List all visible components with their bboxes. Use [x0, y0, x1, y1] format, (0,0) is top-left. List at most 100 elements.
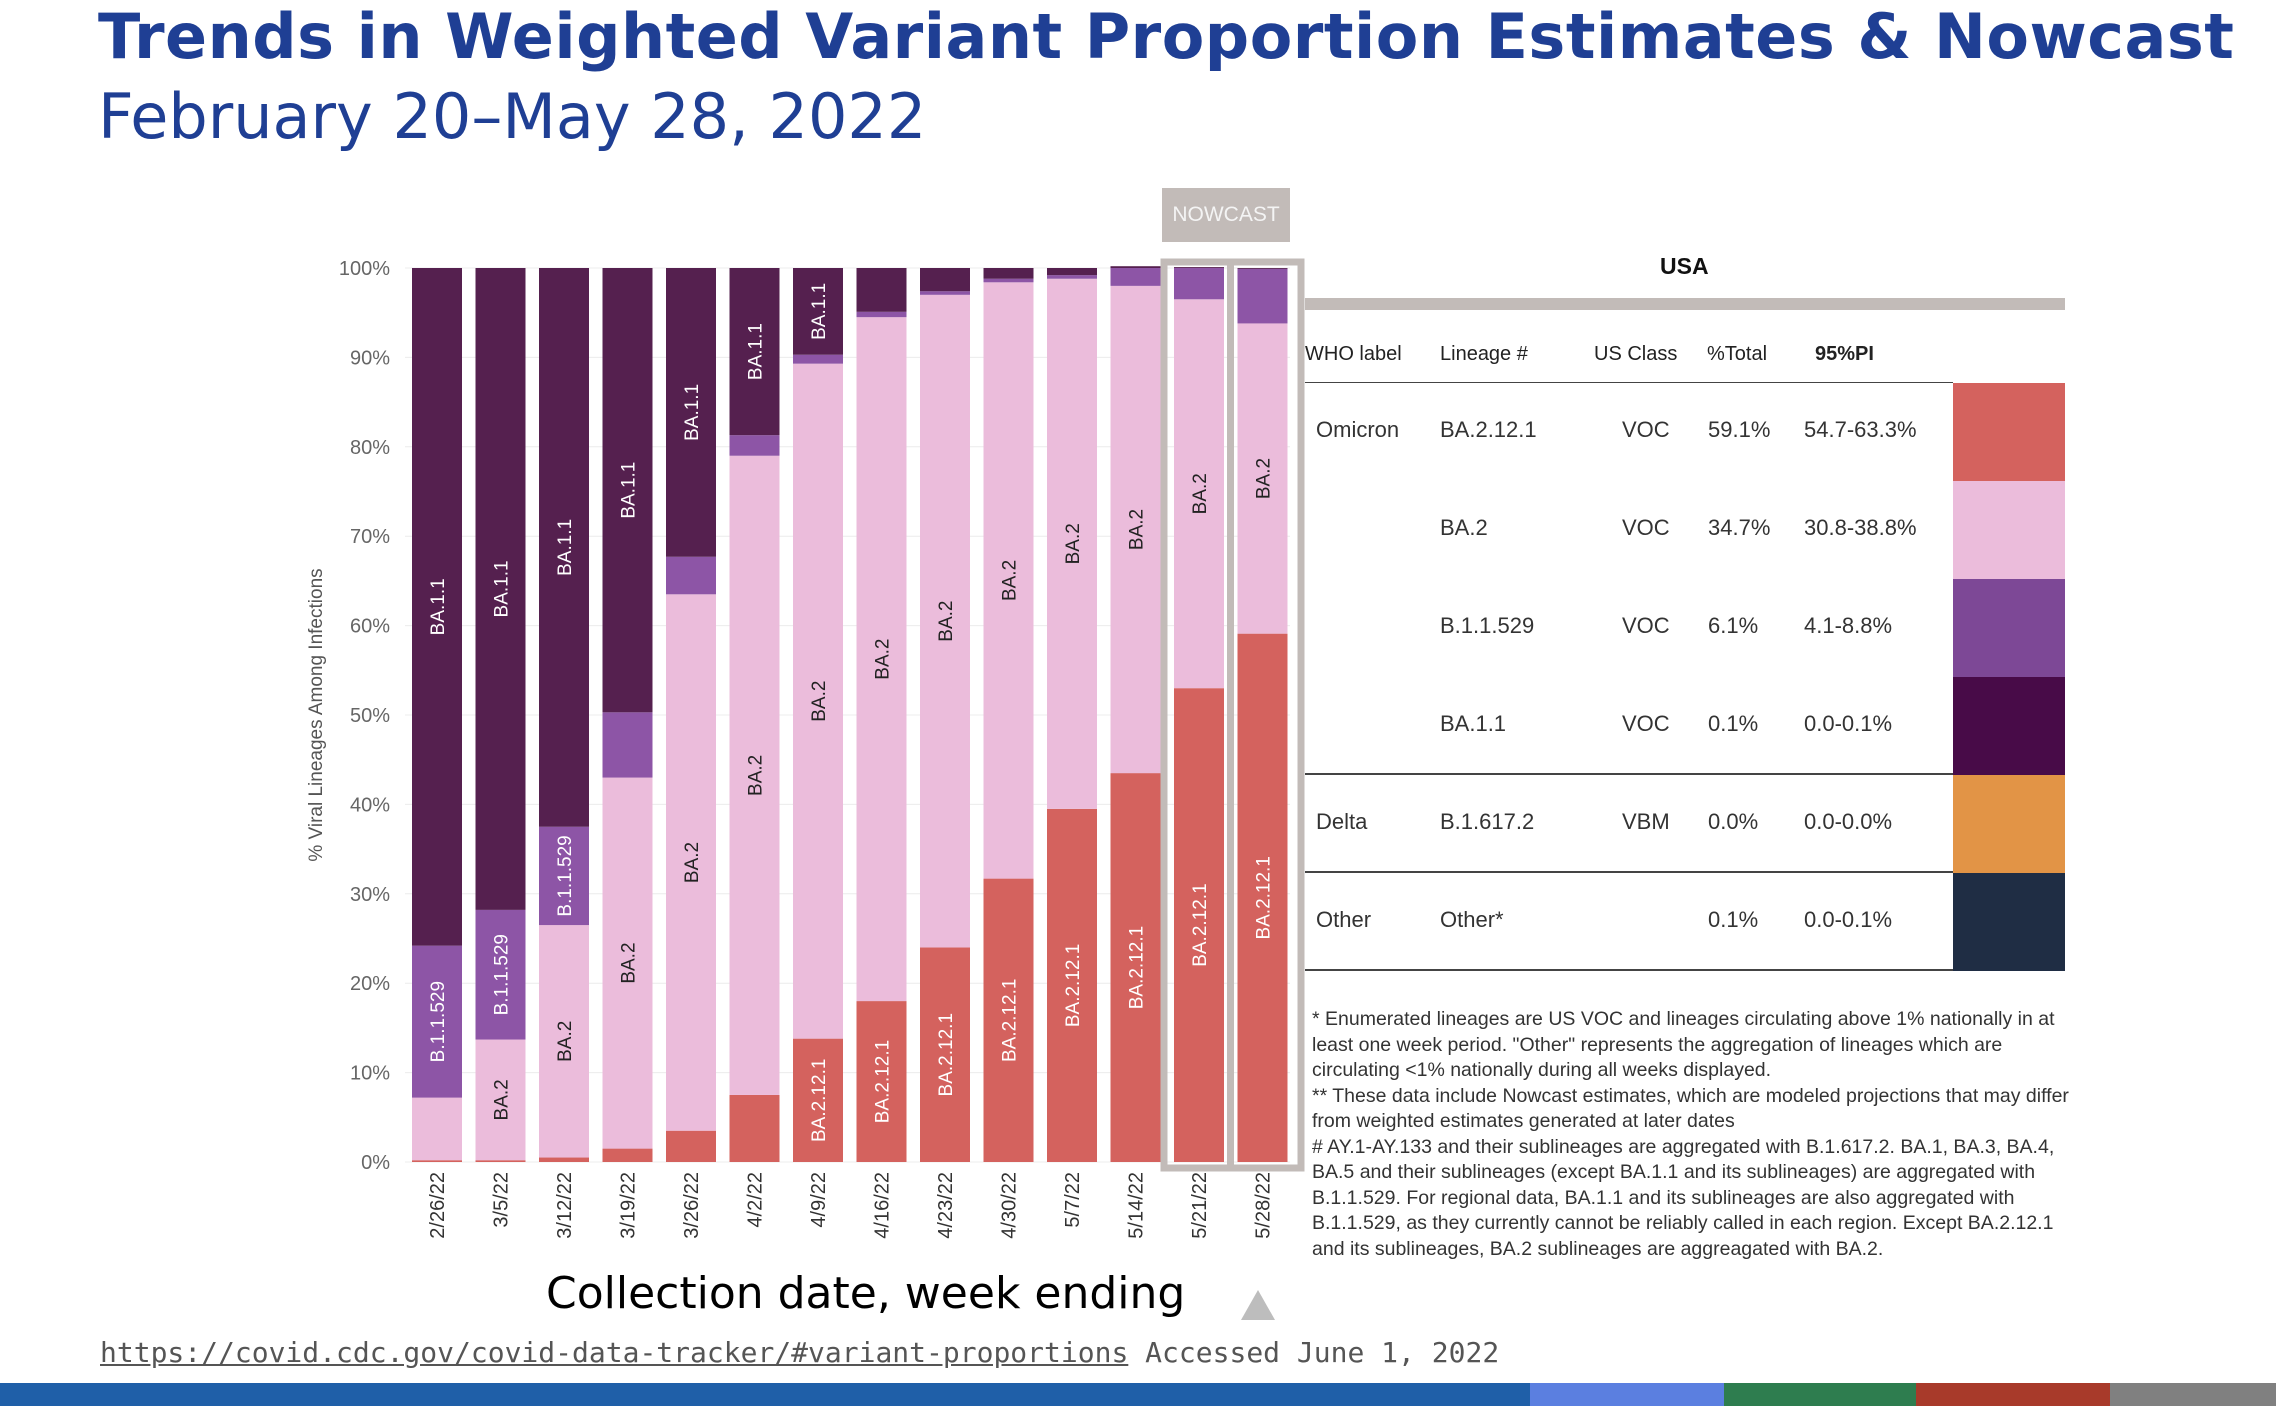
bar-segment [602, 712, 653, 778]
bar-segment [793, 268, 843, 355]
legend-swatch [1953, 677, 2065, 775]
x-tick-label: 3/19/22 [618, 1172, 640, 1239]
header-95pi: 95%PI [1815, 343, 1874, 365]
legend-swatch [1953, 481, 2065, 579]
bar-segment [602, 777, 653, 1149]
bar-segment [1110, 773, 1161, 1162]
bar-segment [1237, 323, 1288, 634]
segment-label: BA.2 [873, 639, 894, 680]
bar-segment [1174, 268, 1224, 300]
bar-segment [729, 268, 780, 436]
footnotes: * Enumerated lineages are US VOC and lin… [1312, 1007, 2072, 1262]
row-lineage: BA.2 [1440, 515, 1488, 540]
bar-segment [666, 556, 716, 595]
source-link[interactable]: https://covid.cdc.gov/covid-data-tracker… [100, 1336, 1129, 1369]
y-tick-label: 20% [350, 973, 390, 995]
x-tick-label: 4/16/22 [872, 1172, 894, 1239]
y-tick-label: 10% [350, 1063, 390, 1085]
segment-label: BA.2 [936, 601, 957, 642]
table-header-rule [1305, 382, 1953, 383]
segment-label: BA.1.1 [619, 462, 640, 519]
x-tick-label: 5/7/22 [1062, 1172, 1084, 1228]
row-95pi: 4.1-8.8% [1804, 613, 1893, 638]
segment-label: BA.2 [809, 681, 830, 722]
bar-segment [666, 268, 716, 557]
row-total: 0.0% [1708, 809, 1759, 834]
segment-label: BA.2.12.1 [1190, 883, 1211, 966]
segment-label: BA.2 [746, 755, 767, 796]
segment-label: BA.2 [1127, 509, 1148, 550]
bar-segment [412, 945, 462, 1098]
row-lineage: B.1.617.2 [1440, 809, 1535, 834]
segment-label: BA.2.12.1 [1063, 944, 1084, 1027]
bar-segment [856, 268, 907, 312]
bar-segment [1237, 268, 1288, 269]
y-tick-label: 100% [339, 258, 390, 280]
x-axis-title: Collection date, week ending [546, 1268, 1186, 1319]
row-95pi: 30.8-38.8% [1804, 515, 1917, 540]
y-tick-label: 30% [350, 884, 390, 906]
row-95pi: 0.0-0.0% [1804, 809, 1893, 834]
x-tick-label: 5/14/22 [1126, 1172, 1148, 1239]
segment-label: BA.2.12.1 [936, 1013, 957, 1096]
bar-segment [539, 925, 589, 1158]
bar-segment [1047, 268, 1097, 276]
segment-label: BA.2.12.1 [873, 1040, 894, 1123]
y-tick-label: 0% [361, 1152, 390, 1174]
y-axis-label: % Viral Lineages Among Infections [306, 568, 327, 861]
bar-segment [920, 268, 970, 292]
bar-segment [412, 1097, 462, 1161]
segment-label: BA.1.1 [492, 560, 513, 617]
segment-label: BA.2 [1063, 523, 1084, 564]
row-us-class: VOC [1622, 711, 1670, 736]
bar-segment [1110, 268, 1161, 286]
segment-label: B.1.1.529 [555, 835, 576, 916]
bar-segment [1174, 267, 1224, 268]
bar-segment [475, 909, 526, 1040]
bar-segment [1047, 278, 1097, 809]
x-tick-label: 4/30/22 [999, 1172, 1021, 1239]
source-line: https://covid.cdc.gov/covid-data-tracker… [100, 1336, 1499, 1369]
bottom-bar-segment [0, 1383, 1530, 1406]
segment-label: BA.1.1 [555, 519, 576, 576]
row-total: 0.1% [1708, 711, 1759, 736]
header-lineage: Lineage # [1440, 343, 1528, 365]
bar-segment [539, 826, 589, 926]
row-us-class: VBM [1622, 809, 1670, 834]
y-tick-label: 40% [350, 794, 390, 816]
segment-label: BA.2 [492, 1079, 513, 1120]
bar-segment [1047, 808, 1097, 1162]
row-total: 59.1% [1708, 417, 1771, 442]
row-95pi: 54.7-63.3% [1804, 417, 1917, 442]
bottom-bar-segment [1724, 1383, 1916, 1406]
bar-segment [856, 317, 907, 1002]
bar-segment [729, 1094, 780, 1162]
bar-segment [412, 268, 462, 946]
table-divider-delta [1305, 773, 1953, 775]
row-95pi: 0.0-0.1% [1804, 907, 1893, 932]
bar-segment [920, 294, 970, 948]
y-tick-label: 90% [350, 347, 390, 369]
segment-label: BA.1.1 [428, 578, 449, 635]
bar-segment [920, 291, 970, 295]
segment-label: BA.2.12.1 [1254, 856, 1275, 939]
footnote-hash: # AY.1-AY.133 and their sublineages are … [1312, 1135, 2055, 1260]
x-tick-label: 5/28/22 [1253, 1172, 1275, 1239]
bar-segment [475, 1039, 526, 1161]
bottom-bar-segment [1530, 1383, 1724, 1406]
legend-swatch [1953, 579, 2065, 677]
legend-swatch [1953, 775, 2065, 873]
bottom-bar-segment [2110, 1383, 2276, 1406]
x-tick-label: 4/9/22 [808, 1172, 830, 1228]
segment-label: B.1.1.529 [492, 934, 513, 1015]
bar-segment [856, 311, 907, 318]
segment-label: BA.1.1 [682, 384, 703, 441]
row-us-class: VOC [1622, 515, 1670, 540]
bar-segment [983, 278, 1034, 283]
table-top-bar [1305, 298, 2065, 310]
row-us-class: VOC [1622, 417, 1670, 442]
bar-segment [1174, 299, 1224, 689]
y-tick-label: 80% [350, 437, 390, 459]
table-bottom-rule [1305, 969, 1953, 971]
